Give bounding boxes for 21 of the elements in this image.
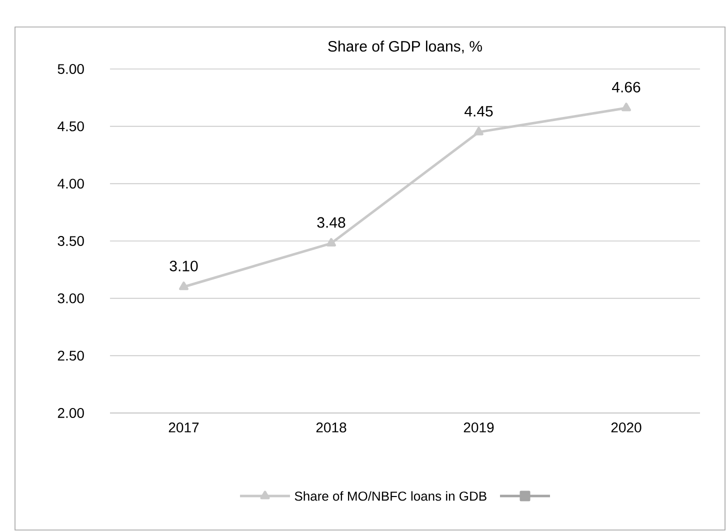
chart-title: Share of GDP loans, % bbox=[328, 40, 482, 54]
data-label: 3.48 bbox=[317, 217, 346, 228]
point bbox=[474, 126, 484, 136]
data-label: 4.45 bbox=[464, 106, 493, 117]
y-tick-label: 4.50 bbox=[58, 121, 84, 132]
x-tick-label: 2019 bbox=[464, 422, 494, 432]
x-tick-label: 2020 bbox=[611, 422, 642, 432]
y-tick-label: 2.00 bbox=[58, 408, 84, 418]
y-tick-label: 3.50 bbox=[58, 236, 84, 246]
point bbox=[622, 102, 631, 112]
point bbox=[179, 282, 188, 290]
y-tick-label: 4.00 bbox=[58, 178, 84, 189]
data-label: 3.10 bbox=[170, 260, 198, 272]
data-label: 4.66 bbox=[612, 82, 640, 92]
point bbox=[326, 238, 336, 247]
y-tick-label: 2.50 bbox=[58, 350, 84, 361]
x-tick-label: 2018 bbox=[316, 422, 346, 432]
y-tick-label: 5.00 bbox=[58, 64, 84, 74]
legend-label: Share of MO/NBFC loans in GDB bbox=[294, 491, 486, 501]
y-tick-label: 3.00 bbox=[58, 293, 84, 304]
x-tick-label: 2017 bbox=[168, 422, 199, 432]
